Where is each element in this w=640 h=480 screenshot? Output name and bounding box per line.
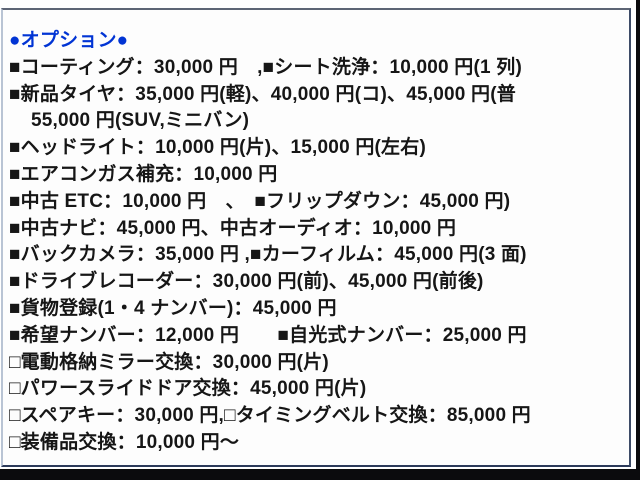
option-line-drive-recorder: ■ドライブレコーダー：30,000 円(前)、45,000 円(前後): [9, 271, 484, 293]
option-line-used-navi-audio: ■中古ナビ：45,000 円、中古オーディオ：10,000 円: [9, 217, 457, 239]
option-line-new-tires-continued: 55,000 円(SUV,ミニバン): [31, 110, 250, 132]
option-line-aircon-gas: ■エアコンガス補充：10,000 円: [9, 163, 278, 185]
option-line-power-mirror-swap: □電動格納ミラー交換：30,000 円(片): [9, 351, 329, 373]
option-line-headlight: ■ヘッドライト：10,000 円(片)、15,000 円(左右): [9, 137, 426, 159]
frame-edge-bottom: [0, 469, 640, 480]
options-panel: ●オプション● ■コーティング：30,000 円 ,■シート洗浄：10,000 …: [1, 8, 631, 467]
option-line-cargo-registration: ■貨物登録(1・4 ナンバー)：45,000 円: [9, 297, 337, 319]
option-line-used-etc-flipdown: ■中古 ETC：10,000 円 、 ■フリップダウン：45,000 円): [9, 190, 511, 212]
section-title: ●オプション●: [9, 30, 129, 51]
option-line-power-slide-door-swap: □パワースライドドア交換：45,000 円(片): [9, 378, 367, 400]
option-line-number-plates: ■希望ナンバー：12,000 円 ■自光式ナンバー：25,000 円: [9, 324, 527, 346]
option-line-equipment-swap: □装備品交換：10,000 円～: [9, 431, 240, 453]
option-line-backcamera-carfilm: ■バックカメラ：35,000 円 ,■カーフィルム：45,000 円(3 面): [9, 244, 527, 266]
frame-edge-right: [636, 0, 640, 480]
option-line-sparekey-timingbelt: □スペアキー：30,000 円,□タイミングベルト交換：85,000 円: [9, 405, 531, 427]
option-line-coating-seat-wash: ■コーティング：30,000 円 ,■シート洗浄：10,000 円(1 列): [9, 56, 522, 78]
option-line-new-tires: ■新品タイヤ：35,000 円(軽)、40,000 円(コ)、45,000 円(…: [9, 83, 516, 105]
